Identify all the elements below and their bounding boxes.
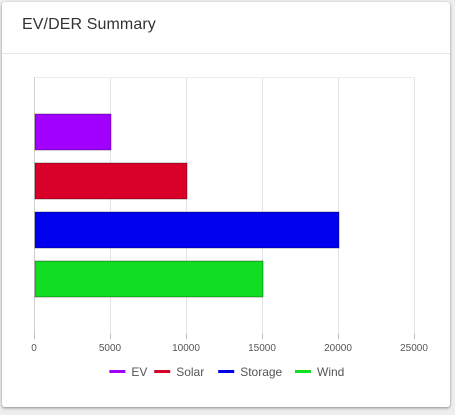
bar-storage[interactable] — [34, 211, 340, 249]
bar-chart: 0 5000 10000 15000 20000 25000 EV Solar Storage W… — [31, 77, 428, 379]
x-tick-label: 15000 — [248, 343, 276, 354]
x-tick-label: 20000 — [324, 343, 352, 354]
legend-swatch-ev — [109, 370, 126, 373]
summary-card: EV/DER Summary 0 5000 10000 15000 20000 25000… — [2, 2, 450, 407]
bar-solar[interactable] — [34, 162, 188, 200]
x-tick-label: 10000 — [172, 343, 200, 354]
legend-swatch-wind — [295, 370, 311, 373]
legend-label-solar[interactable]: Solar — [176, 365, 204, 379]
legend-swatch-storage — [218, 370, 235, 373]
x-tick-label: 25000 — [400, 343, 428, 354]
bar-ev[interactable] — [34, 113, 112, 151]
x-tick-label: 5000 — [99, 343, 122, 354]
legend-swatch-solar — [154, 370, 171, 373]
legend-label-ev[interactable]: EV — [131, 365, 147, 379]
card-header: EV/DER Summary — [2, 2, 450, 54]
card-title: EV/DER Summary — [22, 16, 156, 33]
x-tick-label: 0 — [31, 343, 37, 354]
bar-wind[interactable] — [34, 260, 264, 298]
legend-label-wind[interactable]: Wind — [317, 365, 344, 379]
legend-label-storage[interactable]: Storage — [240, 365, 282, 379]
